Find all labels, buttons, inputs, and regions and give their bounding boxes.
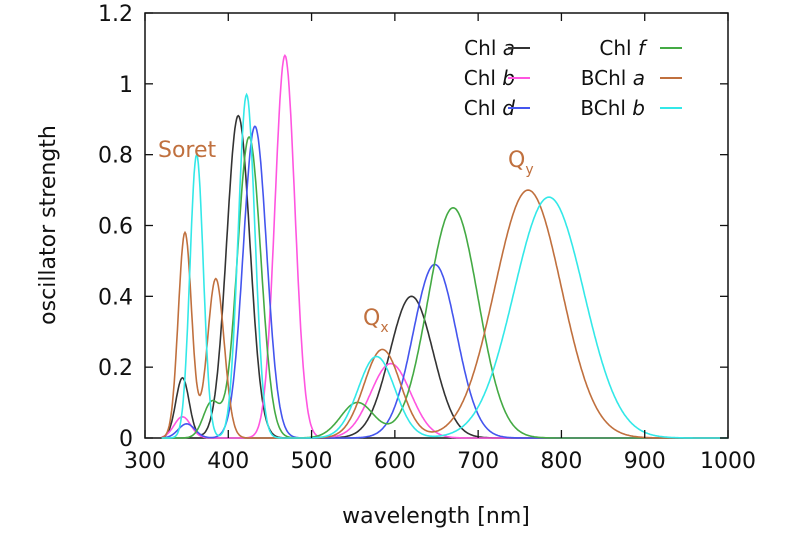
annotation-base: Q [363, 306, 380, 331]
legend-label-base: BChl [580, 96, 632, 120]
series-curves [161, 54, 728, 439]
series-line-chl-d [161, 125, 728, 439]
legend-label: Chl a [464, 36, 515, 60]
series-line-bchl-b [161, 92, 728, 439]
legend-label: Chl f [599, 36, 648, 60]
y-tick-label: 0.6 [98, 215, 133, 240]
x-tick-label: 300 [124, 449, 166, 474]
axis-ticks: 300 400 500 600 700 800 900 1000 0 0.2 0.4 0.6 0.8 1 1… [98, 2, 756, 474]
x-tick-label: 1000 [700, 449, 756, 474]
y-tick-label: 0.4 [98, 285, 133, 310]
qy-annotation: Qy [508, 148, 534, 178]
y-tick-label: 1 [119, 73, 133, 98]
legend-label: BChl b [580, 96, 645, 120]
legend-label-base: Chl [599, 36, 638, 60]
y-axis-label: oscillator strength [36, 125, 61, 325]
annotation-subscript: x [380, 320, 388, 336]
annotation-base: Q [508, 148, 525, 173]
legend-label-italic: f [638, 36, 648, 60]
y-tick-label: 0.2 [98, 356, 133, 381]
x-axis-label: wavelength [nm] [342, 504, 530, 529]
y-tick-label: 0 [119, 427, 133, 452]
series-line-bchl-a [161, 189, 728, 439]
y-tick-label: 1.2 [98, 2, 133, 27]
y-tick-label: 0.8 [98, 144, 133, 169]
legend-label: BChl a [581, 66, 645, 90]
x-tick-label: 500 [291, 449, 333, 474]
x-tick-label: 600 [374, 449, 416, 474]
x-tick-label: 400 [207, 449, 249, 474]
legend-label-base: Chl [464, 66, 503, 90]
legend-label-base: BChl [581, 66, 633, 90]
legend-label-italic: b [632, 96, 645, 120]
annotation-subscript: y [525, 162, 533, 178]
legend-label-italic: a [633, 66, 645, 90]
x-tick-label: 900 [624, 449, 666, 474]
x-tick-label: 800 [540, 449, 582, 474]
legend-label-base: Chl [464, 96, 503, 120]
series-line-chl-f [161, 135, 728, 439]
series-line-chl-a [161, 114, 728, 439]
qx-annotation: Qx [363, 306, 389, 336]
legend-label: Chl d [464, 96, 516, 120]
legend-label: Chl b [464, 66, 515, 90]
soret-annotation: Soret [158, 138, 217, 163]
legend-label-base: Chl [464, 36, 503, 60]
x-tick-label: 700 [457, 449, 499, 474]
